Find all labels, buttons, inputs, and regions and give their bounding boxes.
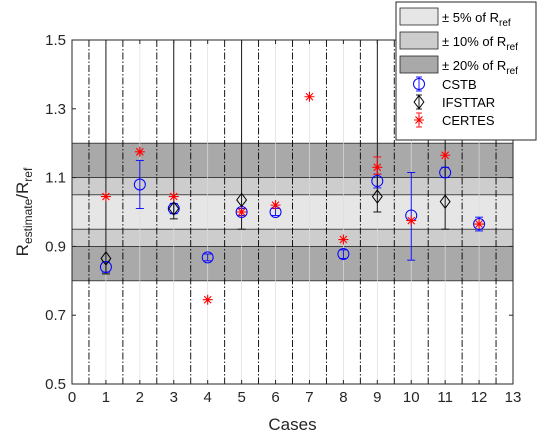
- legend-band-label: ± 20% of Rref: [442, 58, 518, 77]
- x-tick-label: 1: [102, 389, 110, 406]
- legend-band-label-sub: ref: [506, 66, 518, 77]
- legend-band-swatch: [399, 31, 439, 50]
- x-tick-label: 4: [204, 389, 212, 406]
- legend-band-label-main: ± 20% of R: [442, 58, 506, 73]
- ticks-layer: 0 1 2 3 4 5 6 7 8 9 10 11 12 130.50.70.91.11.31.5: [45, 32, 521, 406]
- legend-series-label: CERTES: [442, 113, 495, 128]
- y-tick-label: 1.3: [45, 101, 66, 118]
- y-tick-label: 0.5: [45, 376, 66, 393]
- certes-point: [372, 162, 383, 173]
- legend-band-label: ± 5% of Rref: [442, 10, 511, 29]
- cstb-point: [133, 178, 146, 191]
- legend-band-swatch: [399, 7, 439, 26]
- y-axis-title-sub2: ref: [21, 167, 35, 182]
- y-axis-title-sub1: estimate: [21, 198, 35, 244]
- legend-marker-cstb: [413, 78, 425, 90]
- legend-band-label-main: ± 10% of R: [442, 34, 506, 49]
- legend-band-label: ± 10% of Rref: [442, 34, 518, 53]
- x-tick-label: 10: [403, 389, 420, 406]
- plot-frame: [71, 39, 514, 385]
- x-tick-label: 3: [170, 389, 178, 406]
- legend-marker-certes: [414, 115, 424, 125]
- legend-band-label-sub: ref: [506, 42, 518, 53]
- markers-layer: [99, 91, 486, 305]
- certes-point: [440, 150, 451, 161]
- legend-series-label: CSTB: [442, 77, 477, 92]
- cstb-point: [99, 261, 112, 274]
- certes-point: [168, 191, 179, 202]
- ifsttar-point: [100, 251, 112, 266]
- cstb-point: [337, 247, 350, 260]
- ifsttar-point: [236, 192, 248, 208]
- x-tick-label: 11: [437, 389, 453, 406]
- certes-point: [474, 219, 485, 230]
- legend-band-label-main: ± 5% of R: [442, 10, 499, 25]
- y-axis-title: Restimate/Rref: [13, 167, 35, 256]
- ifsttar-point: [371, 189, 383, 204]
- x-tick-label: 7: [305, 389, 313, 406]
- legend-band-label-sub: ref: [499, 18, 511, 29]
- cstb-point: [439, 166, 452, 179]
- certes-point: [270, 200, 281, 211]
- legend-series-label: IFSTTAR: [442, 95, 495, 110]
- y-tick-label: 1.1: [45, 170, 66, 187]
- x-axis-title: Cases: [268, 415, 316, 434]
- x-tick-label: 6: [271, 389, 279, 406]
- ifsttar-point: [439, 194, 451, 210]
- x-tick-label: 13: [505, 389, 522, 406]
- certes-point: [406, 215, 417, 226]
- certes-point: [100, 191, 111, 202]
- x-tick-label: 5: [237, 389, 245, 406]
- certes-point: [338, 234, 349, 245]
- ifsttar-point: [168, 201, 180, 216]
- x-tick-label: 2: [136, 389, 144, 406]
- certes-point: [202, 294, 213, 305]
- x-tick-label: 9: [373, 389, 381, 406]
- y-axis-title-mid: /R: [13, 182, 32, 199]
- y-tick-label: 0.9: [45, 238, 66, 255]
- x-tick-label: 12: [471, 389, 488, 406]
- y-tick-label: 1.5: [45, 32, 66, 49]
- legend-band-swatch: [399, 55, 439, 74]
- cstb-point: [473, 218, 486, 231]
- x-tick-label: 0: [68, 389, 76, 406]
- cstb-point: [201, 251, 214, 264]
- certes-point: [236, 207, 247, 217]
- y-tick-label: 0.7: [45, 307, 66, 324]
- x-tick-label: 8: [339, 389, 347, 406]
- y-axis-title-main: R: [13, 244, 32, 256]
- certes-point: [304, 91, 315, 102]
- legend-marker-ifsttar: [413, 94, 425, 110]
- legend: ± 5% of Rref± 10% of Rref± 20% of RrefCS…: [395, 1, 537, 141]
- cstb-point: [371, 175, 384, 188]
- certes-point: [134, 146, 145, 157]
